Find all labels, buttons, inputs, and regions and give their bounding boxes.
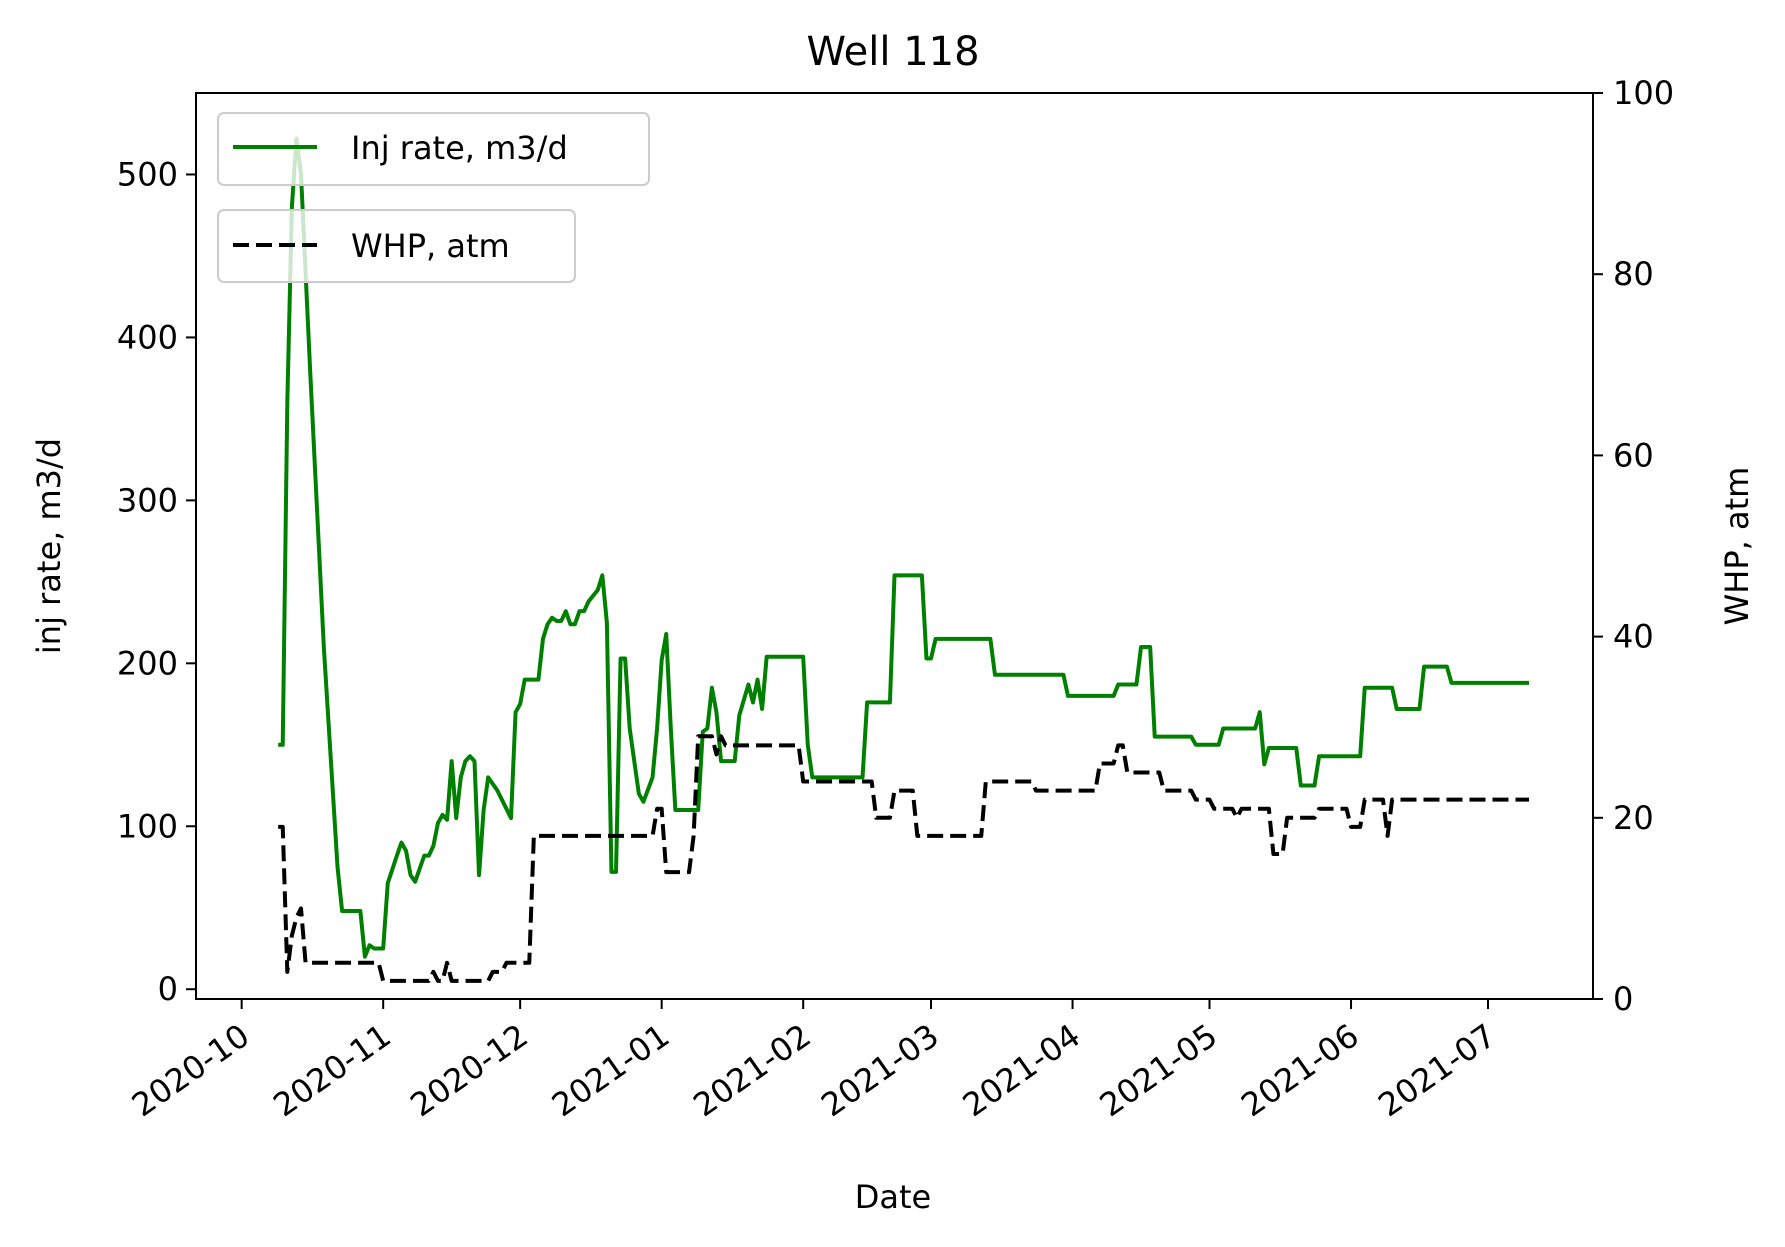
y-right-tick-label: 60 <box>1613 436 1654 474</box>
y-axis-left-label: inj rate, m3/d <box>30 438 68 654</box>
y-axis-right: 0 20 40 60 80 100 <box>1593 74 1674 1018</box>
series-line-whp <box>278 734 1530 983</box>
y-left-tick-label: 200 <box>117 644 178 682</box>
legend-label-inj-rate: Inj rate, m3/d <box>351 129 568 167</box>
x-axis-label: Date <box>855 1178 931 1216</box>
y-right-tick-label: 20 <box>1613 799 1654 837</box>
y-left-tick-label: 300 <box>117 481 178 519</box>
series-line-inj-rate <box>278 136 1530 959</box>
y-left-tick-label: 500 <box>117 155 178 193</box>
y-right-tick-label: 80 <box>1613 255 1654 293</box>
y-right-tick-label: 0 <box>1613 980 1633 1018</box>
chart-title: Well 118 <box>806 29 979 75</box>
y-left-tick-label: 100 <box>117 807 178 845</box>
legend-label-whp: WHP, atm <box>351 227 510 265</box>
y-left-tick-label: 400 <box>117 318 178 356</box>
y-axis-right-label: WHP, atm <box>1718 467 1756 626</box>
y-axis-left: 0 100 200 300 400 500 <box>117 155 196 1008</box>
plot-frame <box>195 92 1594 1000</box>
y-right-tick-label: 100 <box>1613 74 1674 112</box>
legend-whp: WHP, atm <box>217 209 576 283</box>
series-layer <box>278 136 1530 983</box>
legend-box <box>217 209 576 283</box>
legend-inj-rate: Inj rate, m3/d <box>217 112 650 186</box>
y-left-tick-label: 0 <box>158 970 178 1008</box>
legend-box <box>217 112 650 186</box>
y-right-tick-label: 40 <box>1613 618 1654 656</box>
